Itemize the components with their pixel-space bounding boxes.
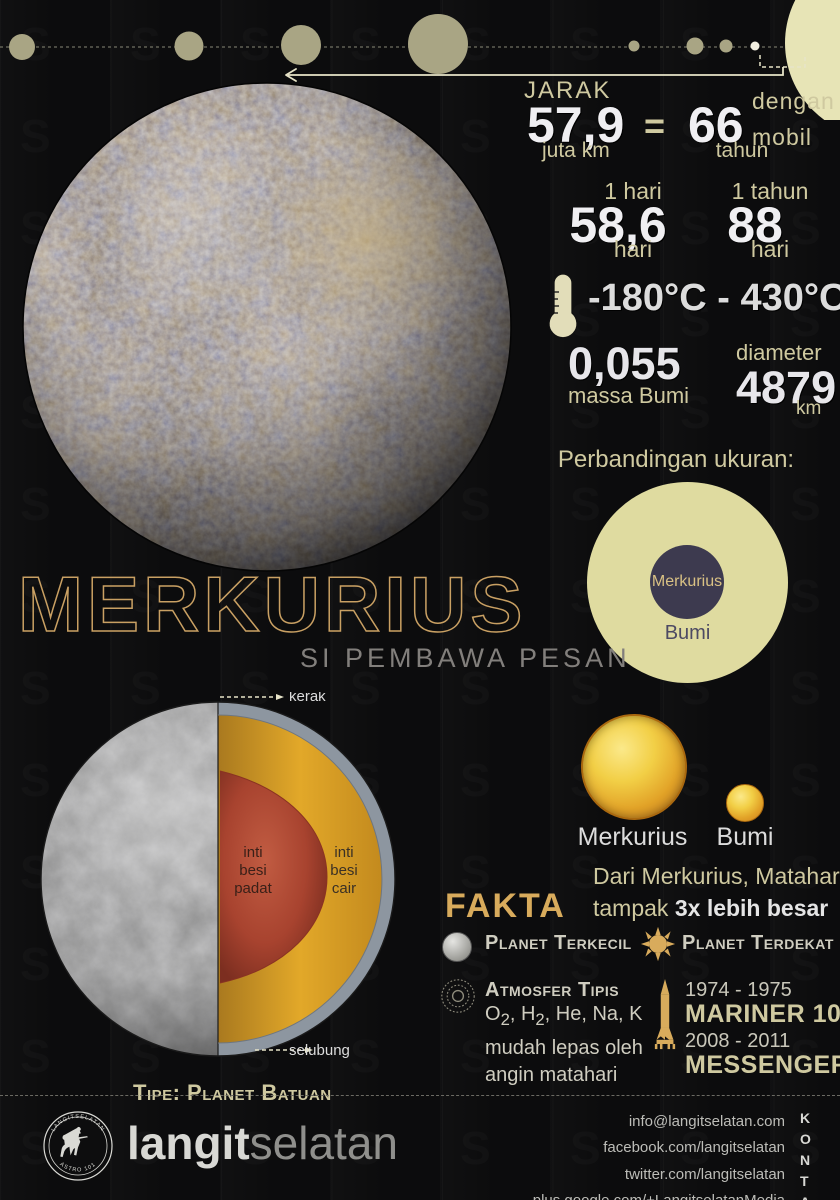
svg-text:besi: besi bbox=[330, 862, 358, 879]
svg-text:inti: inti bbox=[334, 844, 353, 861]
svg-text:inti: inti bbox=[243, 844, 262, 861]
svg-text:kerak: kerak bbox=[289, 692, 326, 705]
svg-text:cair: cair bbox=[332, 880, 356, 897]
svg-text:besi: besi bbox=[239, 862, 267, 879]
svg-text:padat: padat bbox=[234, 880, 272, 897]
svg-text:selubung: selubung bbox=[289, 1042, 350, 1059]
